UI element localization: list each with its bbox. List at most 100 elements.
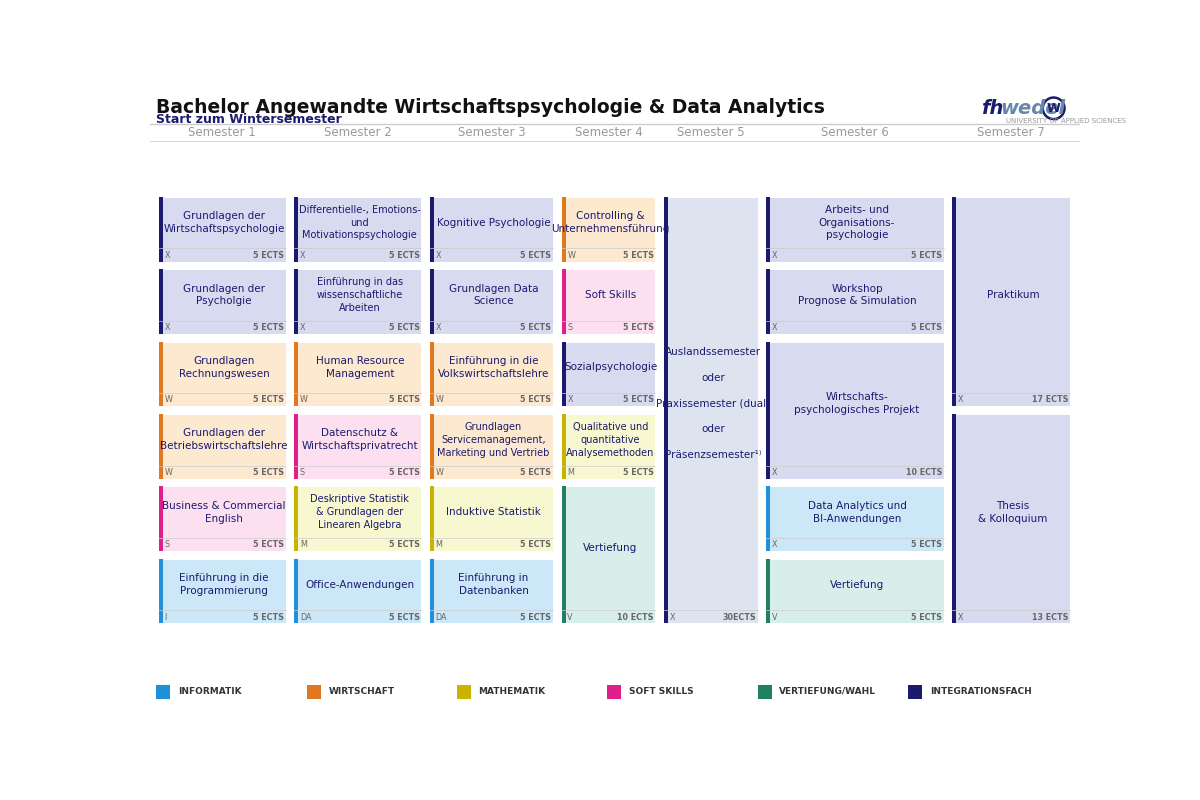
FancyBboxPatch shape xyxy=(766,270,943,334)
Text: Human Resource
Management: Human Resource Management xyxy=(316,356,404,379)
Text: V: V xyxy=(772,613,778,622)
Text: X: X xyxy=(772,250,778,260)
Text: 5 ECTS: 5 ECTS xyxy=(911,540,942,549)
FancyBboxPatch shape xyxy=(430,342,434,406)
FancyBboxPatch shape xyxy=(156,685,170,699)
FancyBboxPatch shape xyxy=(952,414,956,623)
Text: 13 ECTS: 13 ECTS xyxy=(1032,613,1068,622)
FancyBboxPatch shape xyxy=(294,558,299,623)
Text: Grundlagen der
Wirtschaftspsychologie: Grundlagen der Wirtschaftspsychologie xyxy=(163,211,284,234)
Text: INFORMATIK: INFORMATIK xyxy=(178,686,241,696)
FancyBboxPatch shape xyxy=(294,270,299,334)
FancyBboxPatch shape xyxy=(430,414,434,478)
FancyBboxPatch shape xyxy=(430,558,434,623)
FancyBboxPatch shape xyxy=(158,486,163,551)
Text: 30ECTS: 30ECTS xyxy=(722,613,756,622)
FancyBboxPatch shape xyxy=(294,558,421,623)
Text: 5 ECTS: 5 ECTS xyxy=(623,323,654,332)
FancyBboxPatch shape xyxy=(562,270,655,334)
Text: X: X xyxy=(164,323,170,332)
FancyBboxPatch shape xyxy=(664,197,757,623)
Text: S: S xyxy=(300,468,305,477)
Text: Thesis
& Kolloquium: Thesis & Kolloquium xyxy=(978,501,1048,523)
Text: Semester 1: Semester 1 xyxy=(188,126,256,139)
FancyBboxPatch shape xyxy=(562,486,655,623)
Text: S: S xyxy=(164,540,169,549)
Text: Qualitative und
quantitative
Analysemethoden: Qualitative und quantitative Analysemeth… xyxy=(566,422,655,458)
Text: V: V xyxy=(568,613,572,622)
Text: Semester 7: Semester 7 xyxy=(977,126,1045,139)
FancyBboxPatch shape xyxy=(562,342,565,406)
FancyBboxPatch shape xyxy=(158,414,286,478)
Text: X: X xyxy=(772,540,778,549)
Text: INTEGRATIONSFACH: INTEGRATIONSFACH xyxy=(930,686,1031,696)
Text: Deskriptive Statistik
& Grundlagen der
Linearen Algebra: Deskriptive Statistik & Grundlagen der L… xyxy=(311,494,409,530)
Text: Business & Commercial
English: Business & Commercial English xyxy=(162,501,286,523)
Text: Grundlagen der
Psycholgie: Grundlagen der Psycholgie xyxy=(184,284,265,306)
FancyBboxPatch shape xyxy=(430,197,434,262)
Text: DA: DA xyxy=(436,613,448,622)
Text: 5 ECTS: 5 ECTS xyxy=(389,540,420,549)
FancyBboxPatch shape xyxy=(294,486,299,551)
Text: 5 ECTS: 5 ECTS xyxy=(911,250,942,260)
Text: 5 ECTS: 5 ECTS xyxy=(253,250,284,260)
FancyBboxPatch shape xyxy=(294,414,299,478)
FancyBboxPatch shape xyxy=(158,342,286,406)
FancyBboxPatch shape xyxy=(430,270,434,334)
Text: Einführung in
Datenbanken: Einführung in Datenbanken xyxy=(458,573,529,596)
Text: X: X xyxy=(958,613,964,622)
Text: 5 ECTS: 5 ECTS xyxy=(253,323,284,332)
FancyBboxPatch shape xyxy=(766,558,770,623)
Text: I: I xyxy=(164,613,167,622)
FancyBboxPatch shape xyxy=(766,270,770,334)
FancyBboxPatch shape xyxy=(294,342,421,406)
Text: fh: fh xyxy=(980,99,1003,118)
Text: 5 ECTS: 5 ECTS xyxy=(911,613,942,622)
FancyBboxPatch shape xyxy=(430,486,553,551)
FancyBboxPatch shape xyxy=(430,414,553,478)
FancyBboxPatch shape xyxy=(766,486,770,551)
FancyBboxPatch shape xyxy=(562,414,655,478)
Text: Data Analytics und
BI-Anwendungen: Data Analytics und BI-Anwendungen xyxy=(808,501,906,523)
Text: Grundlagen Data
Science: Grundlagen Data Science xyxy=(449,284,539,306)
Text: W: W xyxy=(164,395,173,404)
FancyBboxPatch shape xyxy=(562,197,655,262)
FancyBboxPatch shape xyxy=(430,342,553,406)
FancyBboxPatch shape xyxy=(766,342,770,478)
Text: UNIVERSITY OF APPLIED SCIENCES: UNIVERSITY OF APPLIED SCIENCES xyxy=(1007,118,1127,124)
Text: Datenschutz &
Wirtschaftsprivatrecht: Datenschutz & Wirtschaftsprivatrecht xyxy=(301,429,418,451)
Text: Wirtschafts-
psychologisches Projekt: Wirtschafts- psychologisches Projekt xyxy=(794,392,919,415)
FancyBboxPatch shape xyxy=(158,270,286,334)
Text: 5 ECTS: 5 ECTS xyxy=(389,250,420,260)
Text: W: W xyxy=(300,395,308,404)
Text: Praktikum: Praktikum xyxy=(986,290,1039,300)
Text: 5 ECTS: 5 ECTS xyxy=(253,613,284,622)
Text: 5 ECTS: 5 ECTS xyxy=(253,468,284,477)
FancyBboxPatch shape xyxy=(664,197,668,623)
FancyBboxPatch shape xyxy=(294,414,421,478)
Text: S: S xyxy=(568,323,572,332)
Text: 5 ECTS: 5 ECTS xyxy=(623,250,654,260)
Text: X: X xyxy=(300,250,306,260)
FancyBboxPatch shape xyxy=(158,197,163,262)
FancyBboxPatch shape xyxy=(294,197,299,262)
FancyBboxPatch shape xyxy=(158,486,286,551)
Text: Semester 2: Semester 2 xyxy=(324,126,391,139)
FancyBboxPatch shape xyxy=(562,486,565,623)
Text: X: X xyxy=(670,613,676,622)
Text: 5 ECTS: 5 ECTS xyxy=(389,468,420,477)
Text: MATHEMATIK: MATHEMATIK xyxy=(479,686,546,696)
Text: Semester 4: Semester 4 xyxy=(575,126,642,139)
Text: M: M xyxy=(568,468,575,477)
Text: wedel: wedel xyxy=(1000,99,1066,118)
Text: Vertiefung: Vertiefung xyxy=(583,543,637,554)
FancyBboxPatch shape xyxy=(158,342,163,406)
Text: 5 ECTS: 5 ECTS xyxy=(911,323,942,332)
Text: Semester 5: Semester 5 xyxy=(677,126,744,139)
Text: Workshop
Prognose & Simulation: Workshop Prognose & Simulation xyxy=(798,284,917,306)
Text: 5 ECTS: 5 ECTS xyxy=(521,613,552,622)
Text: 5 ECTS: 5 ECTS xyxy=(521,323,552,332)
Text: Semester 3: Semester 3 xyxy=(457,126,526,139)
Text: W: W xyxy=(568,250,575,260)
Text: Grundlagen
Rechnungswesen: Grundlagen Rechnungswesen xyxy=(179,356,270,379)
